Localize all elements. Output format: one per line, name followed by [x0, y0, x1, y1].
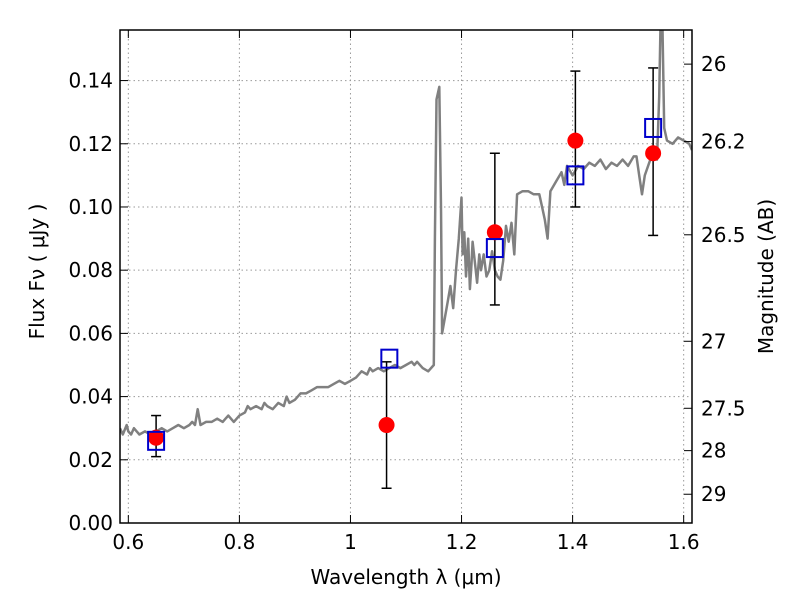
y-tick-label: 0.06	[68, 321, 113, 345]
observed-point	[486, 152, 503, 306]
y-tick-label: 0.12	[68, 132, 113, 156]
right-tick-label: 29	[701, 482, 726, 506]
right-tick-label: 27	[701, 329, 726, 353]
observed-marker	[148, 429, 165, 446]
observed-marker	[486, 224, 503, 241]
x-axis-label: Wavelength λ (μm)	[310, 565, 501, 589]
ticks: 0.6 0.8 1 1.2 1.4 1.6 0.00 0.02 0.04 0.06 0.08 0.10…	[68, 30, 746, 554]
observed-point	[645, 67, 662, 237]
right-tick-label: 27.5	[701, 396, 746, 420]
x-tick-label: 0.6	[112, 530, 144, 554]
y-tick-label: 0.14	[68, 69, 113, 93]
y-tick-label: 0.04	[68, 385, 113, 409]
right-tick-label: 26	[701, 52, 726, 76]
x-tick-label: 1	[344, 530, 357, 554]
plot-frame	[119, 29, 693, 524]
x-tick-label: 0.8	[223, 530, 255, 554]
observed-point	[378, 361, 395, 489]
model-photometry-marker	[644, 117, 663, 138]
y-tick-label: 0.08	[68, 258, 113, 282]
model-photometry-marker	[380, 348, 399, 369]
x-tick-label: 1.4	[557, 530, 589, 554]
grid	[120, 30, 692, 524]
observed-marker	[645, 145, 662, 162]
y-tick-label: 0.02	[68, 448, 113, 472]
x-tick-label: 1.2	[446, 530, 478, 554]
observed-marker	[567, 132, 584, 149]
x-tick-label: 1.6	[668, 530, 700, 554]
model-photometry-marker	[147, 430, 166, 451]
observed-point	[567, 70, 584, 208]
model-spectrum-line	[120, 30, 692, 436]
right-tick-label: 26.2	[701, 130, 746, 154]
right-tick-label: 28	[701, 439, 726, 463]
model-photometry-marker	[566, 165, 585, 186]
right-axis-label: Magnitude (AB)	[754, 199, 778, 354]
plot-area	[120, 30, 692, 489]
right-tick-label: 26.5	[701, 223, 746, 247]
y-tick-label: 0.00	[68, 511, 113, 535]
y-tick-label: 0.10	[68, 195, 113, 219]
y-axis-label: Flux Fν ( μJy )	[25, 204, 49, 340]
observed-marker	[378, 417, 395, 434]
model-photometry-marker	[485, 238, 504, 259]
